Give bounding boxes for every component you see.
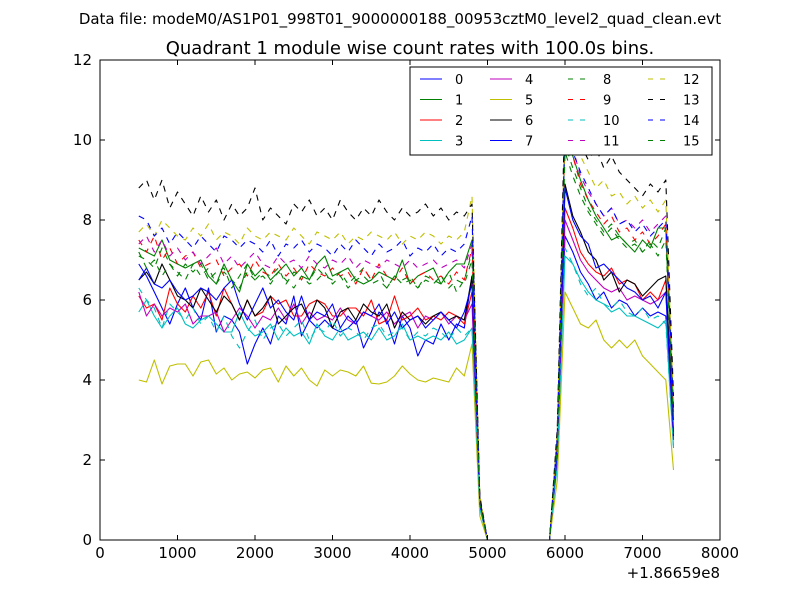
x-tick-label: 8000 [701,544,739,562]
series-line-1 [138,135,675,541]
x-tick-label: 2000 [236,544,274,562]
series-line-10 [138,247,675,541]
x-tick-label: 7000 [623,544,661,562]
legend-label-4: 4 [525,73,533,88]
legend-label-8: 8 [603,73,611,88]
series-line-3 [138,255,675,541]
legend-label-15: 15 [683,135,700,150]
legend-label-3: 3 [455,135,463,150]
legend-label-10: 10 [603,114,620,129]
legend-label-13: 13 [683,94,700,109]
y-tick-label: 2 [82,451,92,469]
series-line-12 [138,115,675,541]
legend-label-2: 2 [455,114,463,129]
legend-label-1: 1 [455,94,463,109]
legend-label-14: 14 [683,114,700,129]
x-tick-label: 6000 [546,544,584,562]
series-line-15 [138,151,675,541]
series-line-5 [138,291,675,541]
y-tick-label: 4 [82,371,92,389]
legend-label-6: 6 [525,114,533,129]
series-line-7 [138,187,675,541]
series-line-8 [138,143,675,541]
legend-label-12: 12 [683,73,700,88]
x-tick-label: 3000 [313,544,351,562]
x-tick-label: 5000 [468,544,506,562]
y-tick-label: 0 [82,531,92,549]
chart-title: Quadrant 1 module wise count rates with … [166,38,655,59]
legend-label-11: 11 [603,135,620,150]
axes: 0 1000 2000 3000 4000 5000 6000 7000 80000246810… [73,51,739,562]
x-tick-label: 4000 [391,544,429,562]
x-tick-label: 1000 [158,544,196,562]
series-line-0 [138,235,675,541]
x-tick-label: 0 [95,544,105,562]
y-tick-label: 8 [82,211,92,229]
y-tick-label: 6 [82,291,92,309]
series-line-11 [138,123,675,541]
figure-suptitle: Data file: modeM0/AS1P01_998T01_90000001… [79,10,721,29]
series-line-9 [138,131,675,541]
series-line-2 [138,207,675,541]
legend-label-9: 9 [603,94,611,109]
y-tick-label: 10 [73,131,92,149]
legend-label-5: 5 [525,94,533,109]
legend-label-7: 7 [525,135,533,150]
legend-label-0: 0 [455,73,463,88]
y-tick-label: 12 [73,51,92,69]
series-line-14 [138,127,675,541]
x-axis-offset-label: +1.86659e8 [627,564,720,582]
series-line-6 [138,183,675,541]
